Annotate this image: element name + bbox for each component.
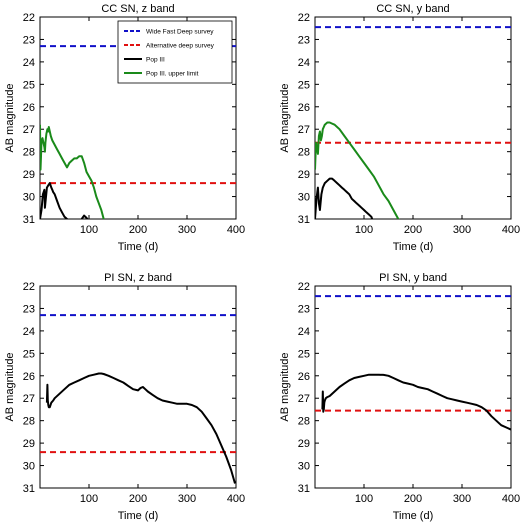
- y-tick-label: 28: [298, 147, 310, 159]
- series-line: [315, 177, 374, 219]
- chart-panel-2: CC SN, y band 22 23 24 25 26 27 28 29 30 31 100 200 3…: [279, 3, 520, 253]
- y-tick-label: 30: [23, 461, 35, 473]
- y-tick-label: 24: [23, 326, 35, 338]
- y-tick-label: 23: [23, 303, 35, 315]
- y-tick-label: 22: [298, 12, 310, 24]
- plot-marks: [40, 314, 236, 484]
- y-axis-label: AB magnitude: [4, 83, 16, 152]
- y-tick-label: 24: [298, 57, 310, 69]
- plot-marks: [315, 26, 511, 219]
- y-tick-label: 31: [23, 483, 35, 495]
- legend-entry-label: Alternative deep survey: [146, 43, 215, 50]
- chart-panel-1: CC SN, z band 22 23 24 25 26 27 28 29 30 31 100 200 3…: [4, 3, 245, 253]
- y-axis-label: AB magnitude: [279, 352, 291, 421]
- x-axis-label: Time (d): [118, 241, 159, 253]
- y-tick-label: 28: [23, 416, 35, 428]
- series-line: [315, 121, 400, 219]
- y-tick-label: 25: [23, 348, 35, 360]
- y-tick-label: 30: [298, 461, 310, 473]
- y-tick-label: 26: [298, 371, 310, 383]
- x-axis-label: Time (d): [393, 241, 434, 253]
- y-tick-label: 29: [298, 169, 310, 181]
- y-tick-label: 31: [298, 214, 310, 226]
- y-tick-label: 24: [298, 326, 310, 338]
- y-tick-label: 26: [23, 102, 35, 114]
- x-tick-label: 200: [404, 493, 422, 505]
- x-tick-label: 300: [453, 224, 471, 236]
- chart-title: PI SN, z band: [104, 272, 172, 284]
- y-tick-label: 30: [23, 192, 35, 204]
- y-tick-label: 26: [298, 102, 310, 114]
- x-tick-label: 400: [227, 493, 245, 505]
- chart-title: PI SN, y band: [379, 272, 447, 284]
- y-tick-label: 23: [298, 34, 310, 46]
- y-tick-label: 29: [23, 438, 35, 450]
- y-tick-label: 25: [23, 79, 35, 91]
- series-line: [80, 214, 89, 219]
- y-tick-label: 28: [298, 416, 310, 428]
- y-tick-label: 23: [23, 34, 35, 46]
- y-tick-label: 24: [23, 57, 35, 69]
- legend-entry-label: Pop III: [146, 57, 165, 64]
- y-tick-label: 27: [298, 393, 310, 405]
- y-tick-label: 26: [23, 371, 35, 383]
- y-tick-label: 29: [23, 169, 35, 181]
- x-tick-label: 100: [80, 493, 98, 505]
- y-axis-label: AB magnitude: [279, 83, 291, 152]
- series-line: [321, 373, 511, 431]
- y-tick-label: 22: [23, 281, 35, 293]
- legend: Wide Fast Deep survey Alternative deep su…: [117, 20, 233, 84]
- y-tick-label: 31: [23, 214, 35, 226]
- legend-entry-label: Pop III. upper limit: [146, 71, 199, 78]
- series-line: [40, 182, 69, 219]
- plot-area: [314, 16, 512, 220]
- plot-area: [314, 285, 512, 489]
- x-tick-label: 100: [80, 224, 98, 236]
- x-tick-label: 200: [129, 493, 147, 505]
- chart-title: CC SN, y band: [376, 3, 449, 15]
- x-tick-label: 400: [502, 493, 520, 505]
- y-tick-label: 25: [298, 348, 310, 360]
- x-tick-label: 300: [178, 224, 196, 236]
- series-line: [40, 124, 105, 219]
- x-tick-label: 400: [227, 224, 245, 236]
- y-axis-label: AB magnitude: [4, 352, 16, 421]
- y-tick-label: 27: [23, 393, 35, 405]
- chart-panel-3: PI SN, z band 22 23 24 25 26 27 28 29 30 31 100 200 3…: [4, 272, 245, 522]
- x-axis-label: Time (d): [393, 510, 434, 522]
- chart-title: CC SN, z band: [101, 3, 174, 15]
- y-tick-label: 22: [23, 12, 35, 24]
- x-tick-label: 100: [355, 493, 373, 505]
- y-tick-label: 25: [298, 79, 310, 91]
- y-tick-label: 27: [298, 124, 310, 136]
- x-axis-label: Time (d): [118, 510, 159, 522]
- x-tick-label: 300: [178, 493, 196, 505]
- series-line: [45, 372, 236, 484]
- x-tick-label: 200: [129, 224, 147, 236]
- x-tick-label: 300: [453, 493, 471, 505]
- x-tick-label: 400: [502, 224, 520, 236]
- y-tick-label: 27: [23, 124, 35, 136]
- y-tick-label: 29: [298, 438, 310, 450]
- x-tick-label: 100: [355, 224, 373, 236]
- y-tick-label: 31: [298, 483, 310, 495]
- plot-marks: [315, 295, 511, 431]
- y-tick-label: 30: [298, 192, 310, 204]
- y-tick-label: 23: [298, 303, 310, 315]
- chart-panel-4: PI SN, y band 22 23 24 25 26 27 28 29 30 31 100 200 3…: [279, 272, 520, 522]
- y-tick-label: 28: [23, 147, 35, 159]
- x-tick-label: 200: [404, 224, 422, 236]
- legend-entry-label: Wide Fast Deep survey: [146, 29, 214, 36]
- plot-area: [39, 285, 237, 489]
- y-tick-label: 22: [298, 281, 310, 293]
